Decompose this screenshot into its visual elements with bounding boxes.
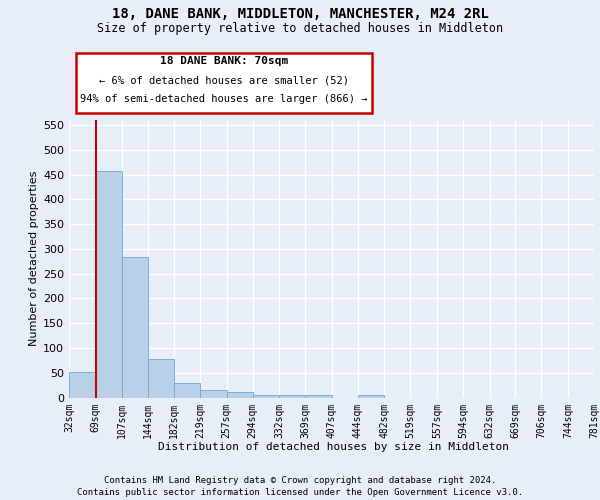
Bar [358,395,385,398]
Y-axis label: Number of detached properties: Number of detached properties [29,171,39,346]
Bar [148,359,174,398]
Bar [305,394,332,398]
Bar [279,395,305,398]
Bar [200,390,227,398]
Text: 94% of semi-detached houses are larger (866) →: 94% of semi-detached houses are larger (… [80,94,368,104]
Bar [253,395,279,398]
Bar [174,382,200,398]
Text: 18, DANE BANK, MIDDLETON, MANCHESTER, M24 2RL: 18, DANE BANK, MIDDLETON, MANCHESTER, M2… [112,8,488,22]
Text: Contains public sector information licensed under the Open Government Licence v3: Contains public sector information licen… [77,488,523,497]
Text: Contains HM Land Registry data © Crown copyright and database right 2024.: Contains HM Land Registry data © Crown c… [104,476,496,485]
Text: Distribution of detached houses by size in Middleton: Distribution of detached houses by size … [158,442,509,452]
Text: ← 6% of detached houses are smaller (52): ← 6% of detached houses are smaller (52) [99,75,349,85]
Bar [227,392,253,398]
Bar [95,171,122,398]
Bar [69,372,95,398]
Bar [122,258,148,398]
Text: Size of property relative to detached houses in Middleton: Size of property relative to detached ho… [97,22,503,35]
Text: 18 DANE BANK: 70sqm: 18 DANE BANK: 70sqm [160,56,288,66]
